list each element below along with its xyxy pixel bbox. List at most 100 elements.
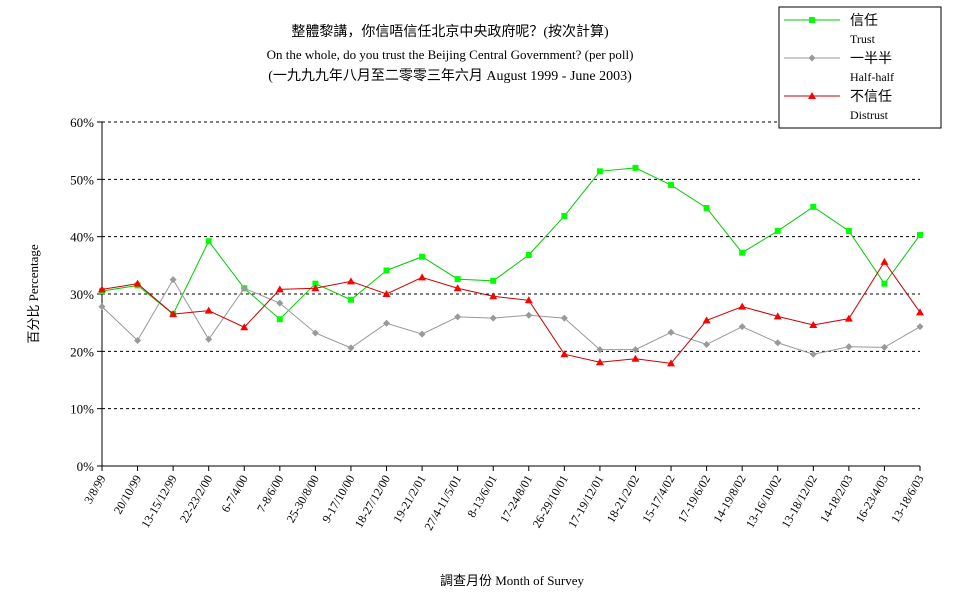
data-point-half-half (667, 328, 675, 336)
series-half-half (98, 276, 924, 358)
legend-label-en: Trust (850, 32, 876, 46)
data-point-trust (703, 205, 710, 211)
data-point-half-half (489, 314, 497, 322)
data-point-trust (668, 182, 675, 189)
data-point-distrust (489, 292, 498, 300)
y-tick-label: 30% (70, 287, 94, 302)
legend-label-zh: 不信任 (850, 89, 892, 105)
x-tick-label: 9-17/10/00 (319, 473, 357, 526)
data-point-half-half (703, 340, 711, 348)
data-point-half-half (631, 346, 639, 354)
data-point-trust (490, 277, 497, 284)
series-group (98, 164, 924, 367)
x-tick-label: 17-24/8/01 (497, 473, 535, 526)
data-point-distrust (204, 306, 213, 314)
data-point-distrust (880, 257, 889, 265)
data-point-trust (347, 296, 354, 303)
x-tick-label: 18-27/12/00 (352, 473, 393, 531)
data-point-distrust (275, 285, 284, 293)
data-point-distrust (240, 323, 249, 331)
legend-marker (809, 17, 815, 23)
legend-label-zh: 信任 (850, 13, 878, 29)
x-tick-label: 13-16/10/02 (743, 473, 784, 531)
data-point-trust (205, 238, 212, 245)
x-tick-label: 17-19/6/02 (675, 473, 713, 526)
data-point-half-half (525, 311, 533, 319)
data-point-distrust (311, 284, 320, 292)
legend-marker (808, 92, 816, 99)
data-point-distrust (98, 285, 106, 293)
data-point-distrust (133, 279, 142, 287)
data-point-distrust (560, 350, 569, 358)
x-tick-label: 15-17/4/02 (639, 473, 677, 526)
x-tick-label: 25-30/8/00 (284, 473, 322, 526)
data-point-distrust (702, 316, 711, 324)
data-point-trust (419, 253, 426, 260)
y-tick-label: 10% (70, 402, 94, 417)
data-point-half-half (596, 346, 604, 354)
data-point-trust (845, 227, 852, 234)
data-point-distrust (916, 308, 924, 316)
x-tick-label: 3/8/99 (81, 473, 108, 507)
data-point-half-half (560, 314, 568, 322)
chart-subtitle: On the whole, do you trust the Beijing C… (266, 47, 634, 62)
legend-item-half-half: 一半半 Half-half (784, 51, 894, 84)
y-tick-labels: 0% 10% 20% 30% 40% 50% 60% (70, 115, 94, 474)
x-tick-label: 18-21/2/02 (604, 473, 642, 526)
data-point-half-half (240, 284, 248, 292)
y-tick-label: 0% (77, 459, 95, 474)
y-axis-label: 百分比 Percentage (26, 244, 41, 344)
series-line-half-half (101, 278, 921, 355)
x-tick-label: 6-7/4/00 (218, 473, 250, 515)
legend-marker (808, 54, 816, 62)
x-tick-label: 13-15/12/99 (138, 473, 179, 531)
x-tick-label: 13-18/6/03 (888, 473, 926, 526)
data-point-half-half (311, 329, 319, 337)
x-tick-label: 7-8/6/00 (254, 473, 286, 515)
y-tick-label: 40% (70, 230, 94, 245)
data-point-half-half (774, 339, 782, 347)
chart-date-range: (一九九九年八月至二零零三年六月 August 1999 - June 2003… (268, 69, 632, 84)
legend: 信任 Trust 一半半 Half-half 不信任 Distrust (778, 6, 942, 129)
data-point-distrust (738, 302, 747, 310)
data-point-distrust (667, 359, 676, 367)
data-point-half-half (845, 343, 853, 351)
y-tick-label: 60% (70, 115, 94, 130)
x-tick-label: 22-23/2/00 (177, 473, 215, 526)
data-point-half-half (880, 343, 888, 351)
data-point-half-half (134, 336, 142, 344)
data-point-distrust (809, 320, 818, 328)
legend-label-en: Distrust (850, 108, 889, 122)
data-point-half-half (347, 344, 355, 352)
data-point-trust (917, 231, 923, 238)
x-tick-label: 14-19/8/02 (710, 473, 748, 526)
legend-label-zh: 一半半 (850, 51, 892, 67)
x-tick-label: 26-29/10/01 (529, 473, 570, 531)
data-point-trust (739, 249, 746, 256)
data-point-trust (881, 280, 888, 287)
x-tick-label: 13-18/12/02 (778, 473, 819, 531)
series-line-trust (101, 167, 921, 320)
legend-item-trust: 信任 Trust (784, 13, 878, 46)
gridlines (97, 121, 920, 467)
x-tick-label: 14-18/2/03 (817, 473, 855, 526)
series-line-distrust (101, 260, 921, 364)
data-point-half-half (916, 323, 924, 331)
y-tick-label: 50% (70, 172, 94, 187)
x-tick-label: 20/10/99 (111, 473, 144, 517)
chart-title: 整體黎講，你信唔信任北京中央政府呢？(按次計算) (291, 25, 609, 40)
x-tick-label: 19-21/2/01 (390, 473, 428, 526)
legend-items: 信任 Trust 一半半 Half-half 不信任 Distrust (784, 13, 894, 122)
data-point-half-half (418, 330, 426, 338)
data-point-trust (312, 280, 319, 287)
data-point-half-half (98, 303, 106, 311)
data-point-distrust (524, 296, 533, 304)
data-point-half-half (169, 276, 177, 284)
data-point-trust (561, 213, 568, 220)
data-point-trust (525, 252, 532, 259)
data-point-half-half (454, 313, 462, 321)
series-distrust (98, 257, 924, 367)
data-point-trust (383, 267, 390, 274)
